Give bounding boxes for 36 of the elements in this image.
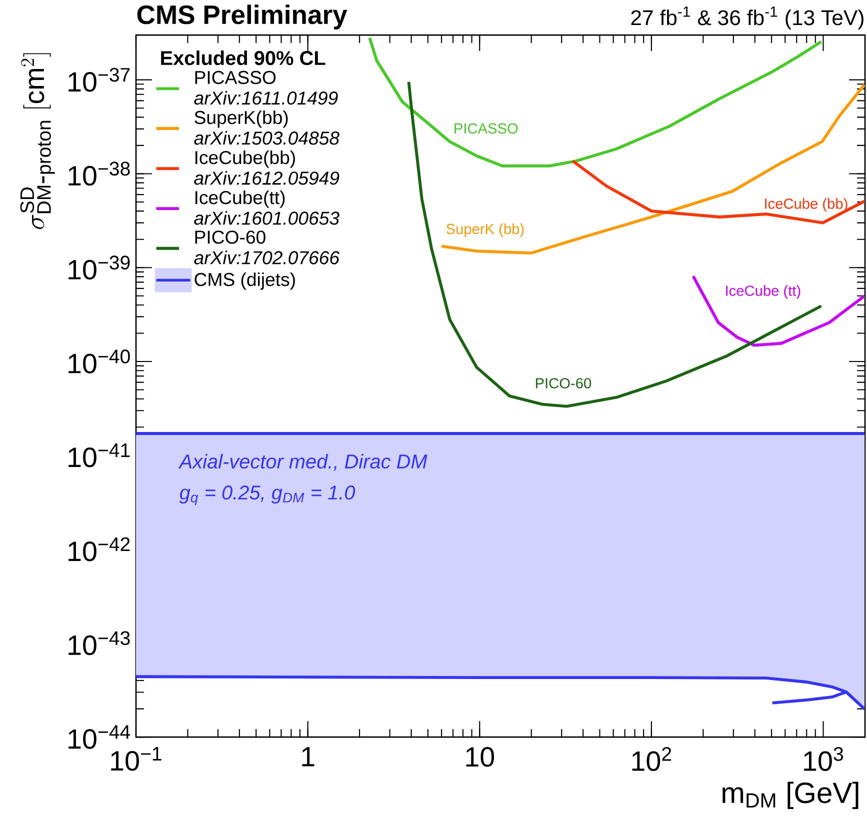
x-tick-label: 1 bbox=[302, 747, 314, 766]
y-tick-label: 10$^{−42}$ bbox=[68, 537, 130, 562]
y-tick-label: 10$^{−39}$ bbox=[68, 256, 130, 280]
y-tick-label: 10$^{−44}$ bbox=[68, 725, 130, 749]
y-tick-label: 10$^{−41}$ bbox=[68, 444, 130, 468]
legend-label: SuperK(bb) bbox=[194, 110, 288, 128]
annotation: arXiv:1503.04858 bbox=[194, 131, 340, 145]
annotation: arXiv:1611.01499 bbox=[194, 91, 338, 105]
y-tick-label: 10$^{−40}$ bbox=[68, 350, 130, 374]
annotation: IceCube (bb) bbox=[765, 198, 848, 212]
x-axis-title: m$_{DM}$ [GeV] bbox=[722, 782, 858, 809]
x-tick-label: 10$^{3}$ bbox=[804, 747, 843, 771]
legend-label: IceCube(tt) bbox=[195, 190, 285, 208]
legend-label: PICO-60 bbox=[195, 230, 266, 244]
annotation: SuperK (bb) bbox=[446, 223, 524, 237]
legend-label: CMS (dijets) bbox=[194, 272, 295, 290]
annotation: arXiv:1601.00653 bbox=[194, 211, 340, 225]
y-tick-label: 10$^{−37}$ bbox=[68, 68, 130, 92]
annotation: PICO-60 bbox=[536, 378, 592, 388]
legend-label: PICASSO bbox=[195, 70, 276, 84]
annotation: arXiv:1612.05949 bbox=[194, 171, 340, 185]
y-tick-label: 10$^{−38}$ bbox=[68, 162, 130, 186]
annotation: IceCube (tt) bbox=[726, 285, 800, 299]
x-tick-label: 10 bbox=[466, 747, 494, 767]
y-axis-title: $\sigma^{\mathrm{SD}}_{\mathrm{DM\mbox{-}proton}}\ [\mathrm{cm}^{2}]$ bbox=[20, 53, 55, 229]
annotation: PICASSO bbox=[454, 123, 518, 134]
chart-subtitle: 27 fb$^{-1}$ & 36 fb$^{-1}$ (13 TeV) bbox=[631, 6, 864, 30]
annotation: Axial-vector med., Dirac DM bbox=[178, 454, 428, 471]
x-tick-label: 10$^{2}$ bbox=[632, 747, 672, 771]
annotation: arXiv:1702.07666 bbox=[194, 250, 340, 264]
legend-label: IceCube(bb) bbox=[195, 150, 295, 168]
chart-title: CMS Preliminary bbox=[137, 4, 348, 30]
y-tick-label: 10$^{−43}$ bbox=[68, 631, 130, 656]
legend-title: Excluded 90% CL bbox=[161, 50, 326, 66]
x-tick-label: 10$^{−1}$ bbox=[111, 747, 162, 771]
annotation: g$_{q}$ = 0.25, g$_{DM}$ = 1.0 bbox=[179, 486, 356, 506]
